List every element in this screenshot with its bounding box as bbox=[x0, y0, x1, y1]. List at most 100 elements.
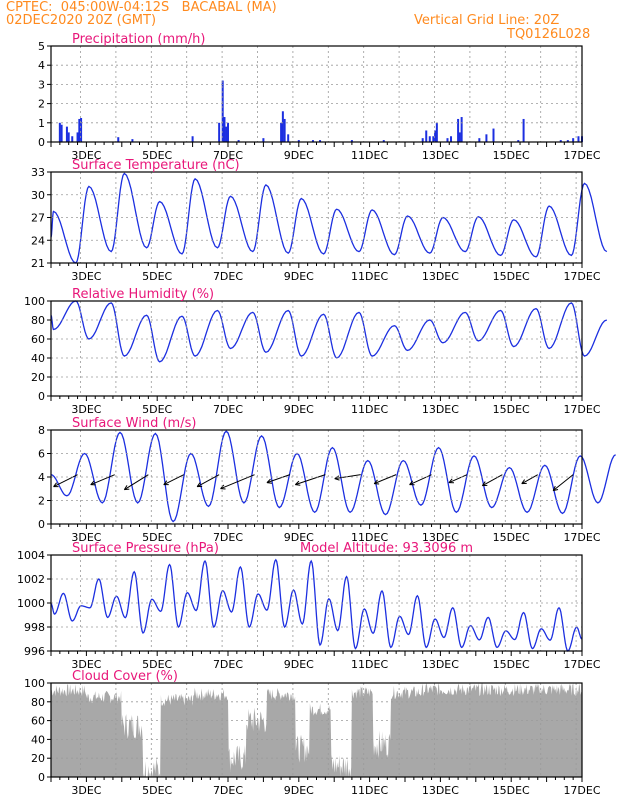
x-tick-label: 7DEC bbox=[213, 658, 243, 671]
wind-arrow bbox=[124, 474, 149, 491]
precip-panel: 0 1 2 3 4 5 3DEC 5DEC 7DEC 9DEC 11DEC 13DEC 15DEC 17D… bbox=[38, 32, 601, 162]
precip-bar bbox=[237, 140, 240, 142]
y-tick-label: 24 bbox=[31, 234, 45, 247]
precip-bar bbox=[225, 126, 228, 142]
cloud-title: Cloud Cover (%) bbox=[72, 669, 178, 684]
y-tick-label: 20 bbox=[31, 371, 45, 384]
precip-bar bbox=[492, 128, 495, 142]
wind-arrow bbox=[163, 474, 184, 486]
x-tick-label: 5DEC bbox=[142, 149, 172, 162]
x-tick-label: 11DEC bbox=[351, 658, 388, 671]
wind-arrow-head bbox=[521, 479, 526, 484]
y-tick-label: 80 bbox=[31, 314, 45, 327]
precip-bar bbox=[78, 118, 81, 142]
x-tick-label: 13DEC bbox=[422, 149, 459, 162]
precip-bar bbox=[425, 130, 428, 142]
y-tick-label: 40 bbox=[31, 352, 45, 365]
precip-bar bbox=[227, 122, 229, 142]
precip-bar bbox=[60, 124, 63, 142]
x-tick-label: 9DEC bbox=[284, 784, 314, 797]
y-tick-label: 21 bbox=[31, 257, 45, 270]
x-tick-label: 3DEC bbox=[71, 403, 101, 416]
x-tick-label: 5DEC bbox=[142, 658, 172, 671]
wind-arrow-head bbox=[409, 480, 414, 485]
precip-bar bbox=[287, 134, 290, 142]
precip-bar bbox=[283, 118, 286, 142]
y-tick-label: 20 bbox=[31, 752, 45, 765]
x-tick-label: 15DEC bbox=[493, 531, 530, 544]
wind-arrow bbox=[220, 474, 255, 490]
wind-arrow-head bbox=[266, 482, 272, 484]
precip-bar bbox=[572, 138, 575, 142]
x-tick-label: 15DEC bbox=[493, 658, 530, 671]
precip-bar bbox=[350, 140, 353, 142]
x-tick-label: 9DEC bbox=[284, 531, 314, 544]
x-tick-label: 13DEC bbox=[422, 784, 459, 797]
x-tick-label: 5DEC bbox=[142, 784, 172, 797]
precip-bar bbox=[76, 132, 79, 142]
x-tick-label: 7DEC bbox=[213, 531, 243, 544]
x-tick-label: 3DEC bbox=[71, 149, 101, 162]
x-tick-label: 15DEC bbox=[493, 270, 530, 283]
model-altitude: Model Altitude: 93.3096 m bbox=[300, 541, 473, 556]
x-tick-label: 11DEC bbox=[351, 784, 388, 797]
wind-arrow-head bbox=[295, 480, 300, 486]
wind-arrow bbox=[409, 474, 432, 486]
precip-bar bbox=[432, 136, 435, 142]
wind-arrow-head bbox=[373, 479, 378, 484]
precip-bar bbox=[559, 140, 562, 142]
y-tick-label: 1004 bbox=[17, 549, 45, 562]
precip-bar bbox=[319, 140, 322, 142]
wind-title: Surface Wind (m/s) bbox=[72, 416, 196, 431]
grid-line-label: Vertical Grid Line: 20Z bbox=[414, 13, 560, 28]
wind-arrow-head bbox=[123, 485, 128, 490]
y-tick-label: 0 bbox=[38, 771, 45, 784]
y-tick-label: 998 bbox=[24, 621, 45, 634]
precip-bar bbox=[80, 118, 83, 142]
wind-arrow-head bbox=[295, 484, 301, 486]
wind-arrow-head bbox=[53, 482, 58, 487]
cloud-area bbox=[51, 683, 582, 777]
precip-bar bbox=[517, 140, 520, 142]
panel-frame bbox=[50, 45, 583, 143]
x-tick-label: 5DEC bbox=[142, 403, 172, 416]
wind-arrow bbox=[90, 474, 115, 486]
precip-bar bbox=[428, 136, 431, 142]
header: CPTEC: 045:00W-04:12S BACABAL (MA) 02DEC… bbox=[0, 0, 618, 46]
x-tick-label: 9DEC bbox=[284, 149, 314, 162]
pres-title: Surface Pressure (hPa) bbox=[72, 541, 219, 556]
precip-bar bbox=[421, 138, 424, 142]
wind-arrow-head bbox=[553, 489, 559, 492]
wind-panel: 0 2 4 6 8 3DEC 5DEC 7DEC 9DEC 11DEC 13DEC 15DEC 17DE… bbox=[38, 416, 616, 544]
x-tick-label: 15DEC bbox=[493, 403, 530, 416]
y-tick-label: 8 bbox=[38, 424, 45, 437]
x-tick-label: 11DEC bbox=[351, 531, 388, 544]
location-line: CPTEC: 045:00W-04:12S BACABAL (MA) bbox=[6, 0, 277, 15]
y-tick-label: 1 bbox=[38, 117, 45, 130]
precip-bar bbox=[297, 140, 300, 142]
wind-arrow-head bbox=[448, 478, 453, 483]
wind-arrow-head bbox=[266, 478, 271, 484]
wind-arrow-head bbox=[481, 481, 486, 486]
rh-title: Relative Humidity (%) bbox=[72, 287, 214, 302]
precip-bar bbox=[450, 136, 453, 142]
x-tick-label: 11DEC bbox=[351, 403, 388, 416]
y-tick-label: 60 bbox=[31, 333, 45, 346]
y-tick-label: 2 bbox=[38, 495, 45, 508]
y-tick-label: 30 bbox=[31, 189, 45, 202]
precip-bar bbox=[478, 138, 481, 142]
temp-panel: 21 24 27 30 33 3DEC 5DEC 7DEC 9DEC 11DEC 13DEC 15DE… bbox=[31, 158, 608, 283]
date-line: 02DEC2020 20Z (GMT) bbox=[6, 13, 157, 28]
y-tick-label: 4 bbox=[38, 471, 45, 484]
precip-bar bbox=[435, 122, 438, 142]
x-tick-label: 5DEC bbox=[142, 531, 172, 544]
wind-arrow bbox=[482, 474, 503, 487]
wind-arrow bbox=[295, 474, 326, 486]
wind-arrow-head bbox=[163, 480, 168, 485]
y-tick-label: 0 bbox=[38, 136, 45, 149]
pres-panel: 996 998 1000 1002 1004 3DEC 5DEC 7DEC 9DEC 11DEC 1… bbox=[17, 541, 601, 671]
x-tick-label: 3DEC bbox=[71, 531, 101, 544]
pressure-line bbox=[50, 558, 583, 652]
x-tick-label: 17DEC bbox=[563, 531, 600, 544]
y-tick-label: 60 bbox=[31, 715, 45, 728]
